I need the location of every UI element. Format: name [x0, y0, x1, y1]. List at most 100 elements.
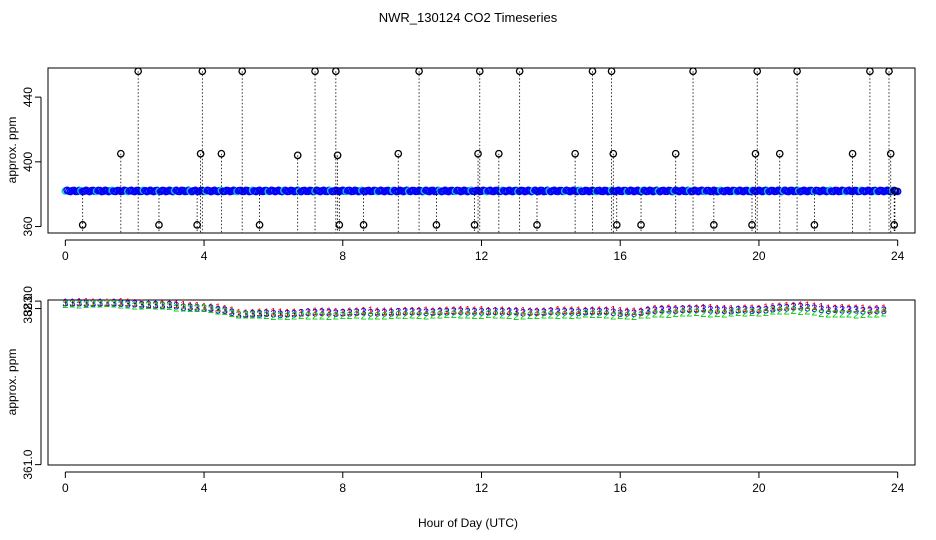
series-3-point: 3 [69, 298, 75, 310]
series-2-point: 2 [777, 305, 783, 317]
series-2-point: 2 [312, 310, 318, 322]
series-2-point: 2 [409, 310, 415, 322]
series-2-point: 2 [458, 310, 464, 322]
series-2-point: 2 [76, 299, 82, 311]
series-1-point: 1 [777, 301, 783, 313]
series-2-point: 2 [270, 311, 276, 323]
series-3-point: 3 [659, 305, 665, 317]
series-3-point: 3 [250, 309, 256, 321]
series-1-point: 1 [645, 305, 651, 317]
bottom-plot-frame [47, 299, 916, 466]
series-1-point: 1 [520, 305, 526, 317]
series-2-point: 2 [541, 309, 547, 321]
series-1-point: 1 [617, 305, 623, 317]
series-3-point: 3 [534, 307, 540, 319]
series-1-point: 1 [721, 303, 727, 315]
series-2-point: 2 [492, 310, 498, 322]
series-3-point: 3 [562, 307, 568, 319]
series-3-point: 3 [666, 305, 672, 317]
series-1-point: 1 [513, 305, 519, 317]
series-1-point: 1 [832, 303, 838, 315]
series-2-point: 2 [201, 303, 207, 315]
series-2-point: 2 [111, 298, 117, 310]
series-3-point: 3 [194, 303, 200, 315]
series-2-point: 2 [402, 310, 408, 322]
series-2-point: 2 [298, 310, 304, 322]
bottom-x-tick-label: 4 [201, 481, 208, 495]
series-3-point: 3 [867, 305, 873, 317]
series-3-point: 3 [367, 307, 373, 319]
series-3-point: 3 [458, 306, 464, 318]
series-1-point: 1 [423, 305, 429, 317]
top-y-tick-label: 440 [21, 87, 35, 107]
series-3-point: 3 [444, 307, 450, 319]
series-2-point: 2 [610, 310, 616, 322]
series-3-point: 3 [361, 307, 367, 319]
bottom-x-tick-label: 20 [752, 481, 766, 495]
series-1-point: 1 [881, 303, 887, 315]
top-outlier-point [848, 149, 857, 158]
series-2-point: 2 [256, 309, 262, 321]
series-2-point: 2 [347, 310, 353, 322]
series-1-point: 1 [555, 305, 561, 317]
series-2-point: 2 [534, 310, 540, 322]
series-1-point: 1 [229, 305, 235, 317]
series-3-point: 3 [298, 308, 304, 320]
series-2-point: 2 [700, 308, 706, 320]
series-3-point: 3 [700, 304, 706, 316]
series-2-point: 2 [395, 310, 401, 322]
top-outlier-point [609, 149, 618, 158]
series-1-point: 1 [125, 297, 131, 309]
series-1-point: 1 [735, 304, 741, 316]
series-3-point: 3 [437, 307, 443, 319]
series-3-point: 3 [284, 308, 290, 320]
series-1-point: 1 [305, 306, 311, 318]
series-3-point: 3 [714, 305, 720, 317]
top-axes: 0 4 8 12 16 20 24 360 400 440 [21, 87, 905, 263]
series-2-point: 2 [215, 305, 221, 317]
series-2-point: 2 [97, 299, 103, 311]
bottom-y-tick-label: 382.0 [21, 293, 35, 323]
series-1-point: 1 [624, 306, 630, 318]
series-3-point: 3 [777, 302, 783, 314]
series-3-point: 3 [728, 305, 734, 317]
series-2-point: 2 [291, 310, 297, 322]
series-3-point: 3 [472, 306, 478, 318]
series-3-point: 3 [589, 306, 595, 318]
series-1-point: 1 [444, 305, 450, 317]
series-2-point: 2 [652, 308, 658, 320]
top-outlier-point [793, 67, 801, 76]
series-3-point: 3 [111, 297, 117, 309]
series-1-point: 1 [465, 304, 471, 316]
bottom-x-tick-label: 12 [475, 481, 489, 495]
series-2-point: 2 [797, 306, 803, 318]
series-3-point: 3 [527, 307, 533, 319]
series-1-point: 1 [749, 303, 755, 315]
series-3-point: 3 [83, 298, 89, 310]
series-1-point: 1 [256, 307, 262, 319]
series-1-point: 1 [534, 306, 540, 318]
series-1-point: 1 [853, 303, 859, 315]
series-3-point: 3 [222, 305, 228, 317]
series-1-point: 1 [839, 302, 845, 314]
series-1-point: 1 [402, 305, 408, 317]
top-y-tick-label: 400 [21, 151, 35, 171]
series-1-point: 1 [374, 306, 380, 318]
series-2-point: 2 [735, 307, 741, 319]
series-2-point: 2 [659, 308, 665, 320]
top-outlier-point [155, 221, 163, 229]
series-2-point: 2 [617, 310, 623, 322]
series-1-point: 1 [361, 306, 367, 318]
series-2-point: 2 [714, 308, 720, 320]
series-3-point: 3 [243, 309, 249, 321]
series-3-point: 3 [576, 307, 582, 319]
series-3-point: 3 [707, 305, 713, 317]
series-2-point: 2 [333, 310, 339, 322]
series-2-point: 2 [784, 305, 790, 317]
series-2-point: 2 [811, 306, 817, 318]
series-1-point: 1 [104, 297, 110, 309]
series-2-point: 2 [125, 300, 131, 312]
series-2-point: 2 [721, 308, 727, 320]
top-outlier-point [198, 67, 207, 76]
series-1-point: 1 [222, 304, 228, 316]
